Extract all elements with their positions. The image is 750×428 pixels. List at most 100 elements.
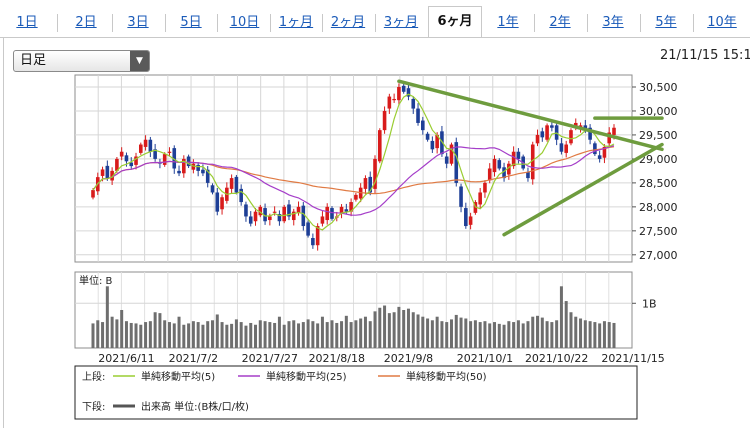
candle-body [464, 208, 468, 227]
candle-body [186, 156, 191, 167]
period-tabs: 1日 2日 3日 5日 10日 1ヶ月 2ヶ月 3ヶ月 6ヶ月 1年 2年 3年 5年 10年 [0, 0, 750, 38]
volume-bar [607, 322, 611, 348]
tab-3[interactable]: 5日 [180, 15, 202, 30]
tab-11[interactable]: 3年 [602, 15, 624, 30]
candle-body [124, 155, 129, 162]
candle-body [296, 206, 301, 213]
candle-body [593, 143, 597, 155]
x-axis-label: 2021/8/18 [309, 352, 365, 365]
x-axis-label: 2021/7/27 [242, 352, 298, 365]
volume-bar [215, 314, 219, 348]
volume-bar [411, 312, 415, 348]
volume-bar [464, 318, 468, 348]
candle-body [612, 127, 616, 135]
volume-bar [230, 323, 234, 348]
candle-body [201, 169, 205, 174]
candle-body [177, 170, 181, 174]
tab-8[interactable]: 6ヶ月 [428, 6, 482, 38]
candle-body [91, 190, 95, 198]
volume-bar [129, 322, 133, 348]
volume-bar [354, 320, 358, 348]
volume-bar [340, 321, 344, 348]
candle-body [411, 98, 416, 109]
candle-body [397, 86, 401, 101]
candle-body [526, 172, 530, 179]
volume-bar [144, 322, 148, 348]
candle-body [545, 125, 549, 140]
candle-body [373, 158, 377, 189]
candle-body [253, 211, 258, 222]
candle-body [263, 208, 267, 222]
candle-body [406, 88, 411, 97]
volume-bar [201, 324, 205, 348]
volume-bar [493, 322, 497, 348]
volume-bar [191, 321, 195, 348]
volume-bar [459, 317, 463, 348]
candle-body [487, 168, 492, 181]
volume-bar [292, 320, 296, 348]
volume-bar [521, 323, 525, 348]
tab-9[interactable]: 1年 [497, 15, 519, 30]
volume-bar [349, 322, 353, 348]
volume-bar [306, 319, 310, 348]
candle-body [220, 197, 224, 210]
price-tick-label: 30,000 [639, 105, 678, 118]
tab-6[interactable]: 2ヶ月 [330, 15, 366, 30]
legend-top-label: 上段: [82, 370, 105, 383]
candle-body [191, 163, 196, 170]
candle-body [368, 176, 373, 193]
volume-bar [574, 316, 578, 348]
tab-13[interactable]: 10年 [707, 15, 737, 30]
chart-panel [3, 38, 750, 428]
volume-bar [210, 320, 214, 348]
volume-bar [387, 313, 391, 348]
tab-1[interactable]: 2日 [75, 15, 97, 30]
candle-body [363, 178, 368, 189]
volume-bar [105, 286, 109, 348]
tab-4[interactable]: 10日 [229, 15, 260, 30]
tab-2[interactable]: 3日 [127, 15, 149, 30]
volume-bar [502, 324, 506, 348]
volume-bar [325, 322, 329, 348]
volume-bar [516, 320, 520, 348]
candle-body [244, 204, 248, 217]
volume-bar [368, 321, 372, 348]
volume-bar [478, 322, 482, 348]
interval-select[interactable]: 日足 ▼ [13, 50, 150, 72]
trendline-1 [502, 142, 664, 237]
tab-7[interactable]: 3ヶ月 [383, 15, 419, 30]
candle-body [167, 151, 172, 153]
tab-5[interactable]: 1ヶ月 [278, 15, 314, 30]
volume-bar [297, 323, 301, 348]
tab-10[interactable]: 2年 [549, 15, 571, 30]
candle-body [392, 98, 396, 101]
candle-body [569, 130, 573, 144]
candle-body [454, 142, 459, 183]
volume-bar [167, 322, 171, 348]
x-axis-label: 2021/6/11 [98, 352, 154, 365]
candle-body [401, 85, 406, 92]
candle-body [502, 167, 506, 179]
candle-body [507, 163, 511, 175]
candle-body [287, 204, 291, 217]
volume-bar [449, 319, 453, 348]
volume-bar [220, 322, 224, 348]
legend-series-label: 単純移動平均(25) [266, 370, 347, 383]
volume-bar [153, 312, 157, 348]
volume-bar [526, 321, 530, 348]
volume-bar [402, 310, 406, 348]
volume-bar [531, 316, 535, 348]
volume-bar [163, 320, 167, 348]
candle-body [148, 139, 153, 152]
volume-bar [426, 318, 430, 348]
candle-body [268, 216, 272, 221]
volume-bar [148, 321, 152, 348]
tab-separator [639, 14, 641, 32]
volume-bar [497, 323, 501, 348]
candle-body [119, 151, 124, 157]
candle-body [315, 226, 320, 246]
tab-12[interactable]: 5年 [655, 15, 677, 30]
tab-separator [112, 14, 113, 32]
tab-0[interactable]: 1日 [16, 15, 38, 30]
candle-body [229, 178, 234, 189]
